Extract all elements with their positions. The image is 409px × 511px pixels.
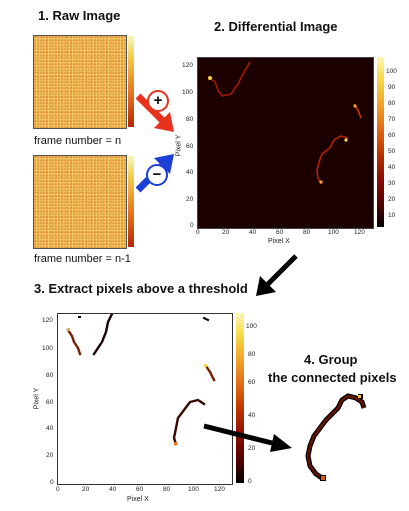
diff-ytick: 40	[186, 169, 194, 176]
arrow-to-group-icon	[203, 423, 292, 452]
threshold-xtick: 40	[109, 486, 117, 493]
step3-title: 3. Extract pixels above a threshold	[34, 281, 248, 296]
threshold-cbar-tick: 20	[248, 445, 256, 452]
threshold-xtick: 20	[82, 486, 90, 493]
diff-xtick: 120	[354, 229, 365, 236]
diff-xtick: 40	[249, 229, 257, 236]
diff-ylabel: Pixel Y	[175, 134, 183, 157]
threshold-ytick: 100	[42, 345, 53, 352]
diff-cbar-tick: 50	[388, 148, 396, 155]
threshold-cbar-tick: 80	[248, 351, 256, 358]
threshold-cbar-tick: 40	[248, 412, 256, 419]
threshold-xlabel: Pixel X	[127, 496, 149, 503]
step1-title: 1. Raw Image	[38, 8, 121, 23]
diff-ytick: 80	[186, 116, 194, 123]
diff-cbar-tick: 100	[386, 68, 397, 75]
diff-cbar-tick: 80	[388, 100, 396, 107]
raw-image-colorbar-n-minus-1	[128, 156, 134, 247]
threshold-ytick: 60	[46, 399, 54, 406]
diff-cbar-tick: 10	[388, 212, 396, 219]
diff-xtick: 60	[276, 229, 284, 236]
threshold-xtick: 60	[136, 486, 144, 493]
diff-xlabel: Pixel X	[268, 238, 290, 245]
threshold-colorbar	[236, 313, 244, 483]
threshold-cbar-tick: 60	[248, 379, 256, 386]
threshold-xtick: 100	[188, 486, 199, 493]
diff-cbar-tick: 20	[388, 196, 396, 203]
diff-cbar-tick: 90	[388, 84, 396, 91]
step4-title-line2: the connected pixels	[268, 370, 397, 385]
raw-image-frame-n-minus-1	[33, 155, 127, 249]
threshold-cbar-tick: 100	[246, 323, 257, 330]
plus-symbol-icon: +	[147, 90, 169, 112]
diff-cbar-tick: 30	[388, 180, 396, 187]
threshold-ytick: 0	[50, 479, 54, 486]
raw-image-frame-n	[33, 35, 127, 129]
diff-xtick: 100	[328, 229, 339, 236]
threshold-ytick: 80	[46, 372, 54, 379]
diff-ytick: 120	[182, 62, 193, 69]
threshold-ytick: 120	[42, 317, 53, 324]
threshold-image	[57, 312, 233, 485]
diff-cbar-tick: 70	[388, 116, 396, 123]
threshold-pixels	[66, 312, 216, 446]
diff-cbar-tick: 40	[388, 164, 396, 171]
threshold-xtick: 0	[56, 486, 60, 493]
threshold-xtick: 80	[163, 486, 171, 493]
diff-ytick: 0	[190, 222, 194, 229]
differential-colorbar	[377, 57, 384, 227]
raw-caption-frame-n: frame number = n	[34, 135, 122, 147]
step4-title-line1: 4. Group	[304, 352, 358, 367]
diff-xtick: 0	[196, 229, 200, 236]
raw-caption-frame-n-minus-1: frame number = n-1	[34, 253, 131, 265]
threshold-ylabel: Pixel Y	[33, 387, 41, 410]
minus-symbol-icon: −	[146, 164, 168, 186]
raw-image-colorbar-n	[128, 36, 134, 127]
diff-cbar-tick: 60	[388, 132, 396, 139]
step2-title: 2. Differential Image	[214, 19, 338, 34]
threshold-cbar-tick: 0	[248, 478, 252, 485]
differential-image	[197, 57, 374, 229]
differential-tracks	[208, 61, 362, 185]
diff-ytick: 100	[182, 89, 193, 96]
diff-xtick: 80	[303, 229, 311, 236]
diff-xtick: 20	[222, 229, 230, 236]
diff-ytick: 20	[186, 196, 194, 203]
threshold-ytick: 40	[46, 425, 54, 432]
threshold-xtick: 120	[214, 486, 225, 493]
arrow-to-threshold-icon	[256, 254, 298, 296]
threshold-ytick: 20	[46, 452, 54, 459]
diff-ytick: 60	[186, 143, 194, 150]
grouped-cluster	[305, 393, 367, 481]
